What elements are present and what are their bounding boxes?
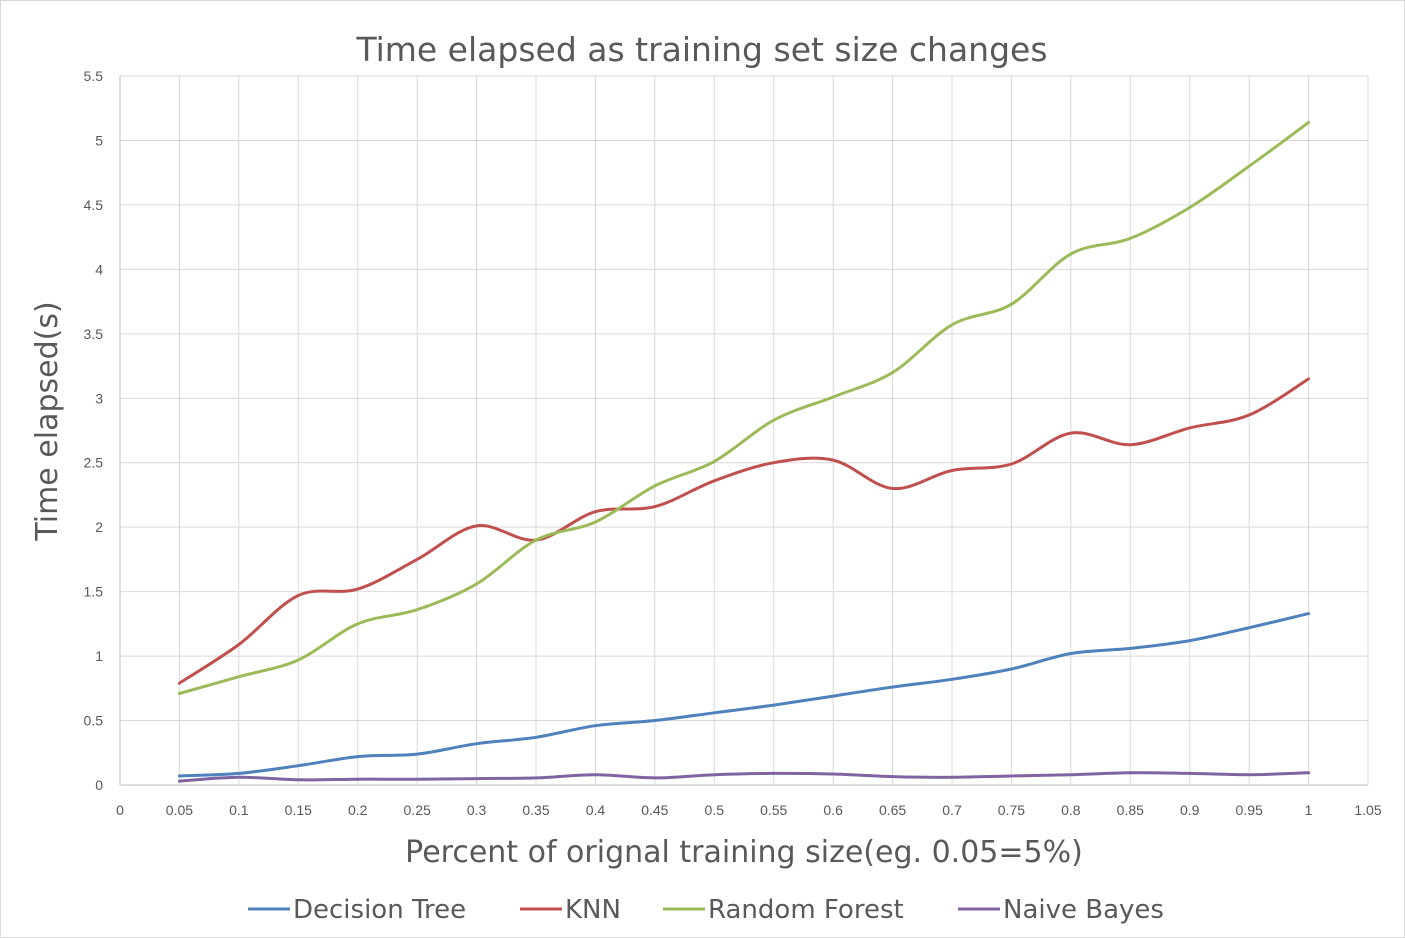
x-tick-label: 0.5 bbox=[705, 802, 725, 818]
x-tick-label: 0.3 bbox=[467, 802, 487, 818]
x-tick-label: 0.2 bbox=[348, 802, 368, 818]
y-tick-label: 1.5 bbox=[84, 584, 104, 600]
legend-label-naive-bayes: Naive Bayes bbox=[1003, 895, 1164, 925]
x-axis-title: Percent of orignal training size(eg. 0.0… bbox=[405, 835, 1083, 870]
x-tick-label: 0.35 bbox=[522, 802, 549, 818]
x-axis-tick-labels: 0 0.05 0.1 0.15 0.2 0.25 0.3 0.35 0.4 0.45 0.5 0.55… bbox=[116, 802, 1382, 818]
series-line-knn bbox=[177, 377, 1311, 685]
legend-label-random-forest: Random Forest bbox=[708, 895, 904, 925]
x-tick-label: 0.55 bbox=[760, 802, 787, 818]
x-tick-label: 1.05 bbox=[1354, 802, 1381, 818]
y-tick-label: 1 bbox=[95, 648, 103, 664]
y-tick-label: 4 bbox=[95, 261, 103, 277]
x-tick-label: 0.85 bbox=[1117, 802, 1144, 818]
x-tick-label: 0.75 bbox=[998, 802, 1025, 818]
y-tick-label: 4.5 bbox=[84, 197, 104, 213]
x-tick-label: 0.15 bbox=[285, 802, 312, 818]
y-tick-label: 2.5 bbox=[84, 455, 104, 471]
x-tick-label: 0.9 bbox=[1180, 802, 1200, 818]
series-line-random-forest bbox=[177, 120, 1311, 695]
y-tick-label: 5 bbox=[95, 132, 103, 148]
x-tick-label: 0.8 bbox=[1061, 802, 1081, 818]
legend-label-decision-tree: Decision Tree bbox=[293, 895, 466, 925]
x-tick-label: 0.05 bbox=[166, 802, 193, 818]
y-tick-label: 3.5 bbox=[84, 326, 104, 342]
series-lines bbox=[177, 120, 1311, 783]
y-tick-label: 0.5 bbox=[84, 713, 104, 729]
y-tick-label: 5.5 bbox=[84, 68, 104, 84]
chart-title: Time elapsed as training set size change… bbox=[355, 30, 1047, 69]
y-axis-tick-labels: 0 0.5 1 1.5 2 2.5 3 3.5 4 4.5 5 5.5 bbox=[84, 68, 104, 793]
x-tick-label: 0.65 bbox=[879, 802, 906, 818]
x-tick-label: 0.6 bbox=[823, 802, 843, 818]
gridlines bbox=[119, 75, 1369, 786]
x-tick-label: 0.1 bbox=[229, 802, 249, 818]
x-tick-label: 0.95 bbox=[1236, 802, 1263, 818]
y-axis-title: Time elapsed(s) bbox=[30, 301, 65, 541]
x-tick-label: 0.45 bbox=[641, 802, 668, 818]
x-tick-label: 0.7 bbox=[942, 802, 962, 818]
x-tick-label: 0.25 bbox=[404, 802, 431, 818]
x-tick-label: 0 bbox=[116, 802, 124, 818]
y-tick-label: 3 bbox=[95, 390, 103, 406]
x-tick-label: 1 bbox=[1305, 802, 1313, 818]
x-tick-label: 0.4 bbox=[586, 802, 606, 818]
series-line-naive-bayes bbox=[177, 771, 1311, 783]
series-line-decision-tree bbox=[177, 612, 1311, 778]
legend: Decision Tree KNN Random Forest Naive Bayes bbox=[248, 895, 1164, 925]
y-tick-label: 0 bbox=[95, 777, 103, 793]
y-tick-label: 2 bbox=[95, 519, 103, 535]
legend-label-knn: KNN bbox=[565, 895, 621, 925]
